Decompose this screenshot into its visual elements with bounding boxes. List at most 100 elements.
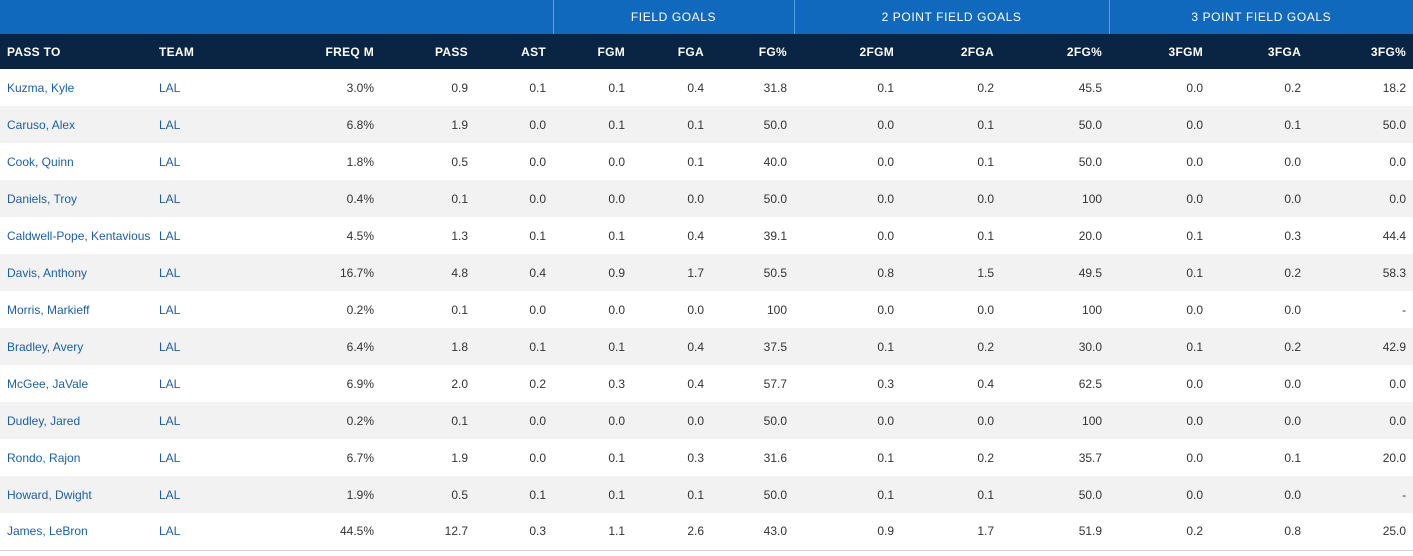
player-link[interactable]: Kuzma, Kyle (7, 80, 75, 95)
team-cell: LAL (152, 439, 245, 476)
team-link[interactable]: LAL (159, 524, 181, 539)
stat-cell-2fga: 0.0 (901, 180, 1002, 217)
player-link[interactable]: Daniels, Troy (7, 191, 78, 206)
stat-cell-3fg-pct: 0.0 (1389, 154, 1407, 169)
column-header-fga[interactable]: FGA (632, 34, 712, 69)
stat-cell-fga: 0.1 (632, 106, 712, 143)
stat-cell-fg-pct: 50.0 (711, 476, 795, 513)
stat-cell-3fg-pct: - (1308, 476, 1413, 513)
player-cell: Morris, Markieff (0, 291, 152, 328)
player-link[interactable]: Caldwell-Pope, Kentavious (7, 228, 151, 243)
stat-cell-2fga: 0.2 (901, 328, 1002, 365)
team-link[interactable]: LAL (159, 450, 181, 465)
stat-cell-fga: 0.1 (687, 154, 705, 169)
player-link[interactable]: Davis, Anthony (7, 265, 88, 280)
team-link[interactable]: LAL (159, 154, 181, 169)
stat-cell-2fga: 0.1 (901, 476, 1002, 513)
table-row: Caldwell-Pope, Kentavious LAL 4.5% 1.3 0.1 0.… (0, 217, 1413, 254)
stat-cell-fgm: 0.0 (608, 302, 626, 317)
column-header-3fg-pct[interactable]: 3FG% (1308, 34, 1413, 69)
player-link[interactable]: Caruso, Alex (7, 117, 76, 132)
stat-cell-2fgm: 0.0 (877, 154, 895, 169)
column-header-freq-m[interactable]: FREQ M (245, 34, 381, 69)
column-header-team[interactable]: TEAM (152, 34, 245, 69)
team-cell: LAL (152, 143, 245, 180)
team-link[interactable]: LAL (159, 302, 181, 317)
stat-cell-fg-pct: 50.0 (711, 402, 795, 439)
stat-cell-fga: 0.4 (687, 376, 705, 391)
column-header-2fgm[interactable]: 2FGM (794, 34, 902, 69)
team-cell: LAL (152, 254, 245, 291)
table-row: Bradley, Avery LAL 6.4% 1.8 0.1 0.1 0.4 37.5 0.1… (0, 328, 1413, 365)
team-link[interactable]: LAL (159, 339, 181, 354)
stat-cell-3fgm: 0.0 (1109, 106, 1211, 143)
column-group-row: FIELD GOALS 2 POINT FIELD GOALS 3 POINT … (0, 0, 1413, 34)
stat-cell-pass: 0.9 (451, 80, 468, 95)
player-cell: Rondo, Rajon (0, 439, 152, 476)
stat-cell-fga: 2.6 (632, 513, 712, 551)
stat-cell-2fga: 1.5 (901, 254, 1002, 291)
table-body: Kuzma, Kyle LAL 3.0% 0.9 0.1 0.1 0.4 31.8 0.1 0.2… (0, 69, 1413, 551)
stat-cell-pass: 1.9 (451, 450, 468, 465)
team-cell: LAL (152, 476, 245, 513)
player-link[interactable]: James, LeBron (7, 524, 88, 539)
team-link[interactable]: LAL (159, 228, 181, 243)
stat-cell-3fgm: 0.0 (1186, 154, 1204, 169)
stat-cell-freq-m: 1.8% (346, 154, 374, 169)
column-header-2fga[interactable]: 2FGA (901, 34, 1002, 69)
stat-cell-freq-m: 6.9% (346, 376, 374, 391)
stat-cell-pass: 0.1 (451, 302, 468, 317)
stat-cell-fga: 0.3 (687, 450, 705, 465)
stat-cell-ast: 0.1 (475, 328, 554, 365)
team-link[interactable]: LAL (159, 487, 181, 502)
player-link[interactable]: Morris, Markieff (7, 302, 90, 317)
stat-cell-3fg-pct: 18.2 (1382, 80, 1407, 95)
column-header-3fgm[interactable]: 3FGM (1109, 34, 1211, 69)
stat-cell-ast: 0.2 (529, 376, 547, 391)
team-link[interactable]: LAL (159, 117, 181, 132)
column-header-pass[interactable]: PASS (381, 34, 475, 69)
stat-cell-fg-pct: 50.0 (711, 180, 795, 217)
player-link[interactable]: McGee, JaVale (7, 376, 89, 391)
stat-cell-2fgm: 0.0 (877, 302, 895, 317)
group-header-field-goals: FIELD GOALS (552, 0, 795, 34)
stat-cell-3fg-pct: - (1402, 302, 1407, 317)
stat-cell-3fg-pct: 0.0 (1308, 402, 1413, 439)
column-header-fgm[interactable]: FGM (553, 34, 633, 69)
player-link[interactable]: Rondo, Rajon (7, 450, 81, 465)
stat-cell-3fg-pct: 50.0 (1308, 106, 1413, 143)
table-row: Kuzma, Kyle LAL 3.0% 0.9 0.1 0.1 0.4 31.8 0.1 0.2… (0, 69, 1413, 106)
team-cell: LAL (152, 513, 245, 551)
column-header-pass-to[interactable]: PASS TO (0, 34, 152, 69)
stat-cell-3fgm: 0.0 (1109, 402, 1211, 439)
stat-cell-freq-m: 4.5% (346, 228, 374, 243)
player-link[interactable]: Cook, Quinn (7, 154, 74, 169)
team-link[interactable]: LAL (159, 265, 181, 280)
stat-cell-2fg-pct: 50.0 (1001, 106, 1110, 143)
player-link[interactable]: Dudley, Jared (7, 413, 81, 428)
stat-cell-fgm: 0.1 (608, 228, 626, 243)
stat-cell-3fga: 0.0 (1210, 180, 1309, 217)
column-header-3fga[interactable]: 3FGA (1210, 34, 1309, 69)
stat-cell-3fgm: 0.2 (1109, 513, 1211, 551)
column-header-fg-pct[interactable]: FG% (711, 34, 795, 69)
stat-cell-freq-m: 6.8% (245, 106, 381, 143)
stat-cell-3fga: 0.8 (1210, 513, 1309, 551)
stat-cell-freq-m: 1.9% (245, 476, 381, 513)
team-link[interactable]: LAL (159, 376, 181, 391)
stat-cell-2fgm: 0.0 (794, 402, 902, 439)
stat-cell-3fga: 0.3 (1284, 228, 1302, 243)
column-header-2fg-pct[interactable]: 2FG% (1001, 34, 1110, 69)
team-link[interactable]: LAL (159, 413, 181, 428)
stat-cell-freq-m: 3.0% (346, 80, 374, 95)
column-header-ast[interactable]: AST (475, 34, 554, 69)
stat-cell-3fg-pct: 25.0 (1308, 513, 1413, 551)
group-header-3pt-field-goals: 3 POINT FIELD GOALS (1108, 0, 1413, 34)
stat-cell-fgm: 0.1 (608, 450, 626, 465)
player-link[interactable]: Bradley, Avery (7, 339, 84, 354)
stat-cell-2fg-pct: 50.0 (1078, 154, 1103, 169)
stat-cell-3fga: 0.2 (1210, 254, 1309, 291)
team-link[interactable]: LAL (159, 80, 181, 95)
player-link[interactable]: Howard, Dwight (7, 487, 92, 502)
team-link[interactable]: LAL (159, 191, 181, 206)
